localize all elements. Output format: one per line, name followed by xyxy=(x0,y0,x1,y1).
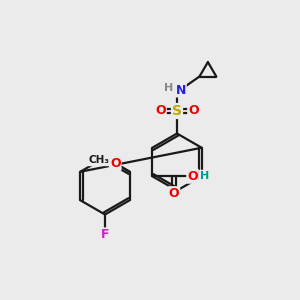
Text: O: O xyxy=(188,104,199,118)
Text: H: H xyxy=(164,82,173,93)
Text: O: O xyxy=(110,157,121,170)
Text: O: O xyxy=(155,104,166,118)
Text: H: H xyxy=(200,171,209,181)
Text: CH₃: CH₃ xyxy=(88,155,109,165)
Text: N: N xyxy=(176,83,186,97)
Text: O: O xyxy=(169,187,179,200)
Text: S: S xyxy=(172,104,182,118)
Text: O: O xyxy=(187,170,198,183)
Text: F: F xyxy=(101,228,109,242)
